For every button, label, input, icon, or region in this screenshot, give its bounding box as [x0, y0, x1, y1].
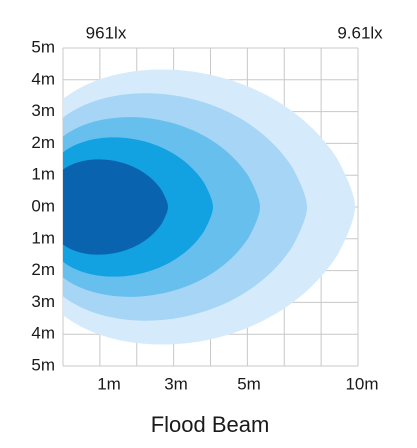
beam-contours — [63, 69, 355, 345]
y-label: 2m — [31, 260, 55, 279]
x-label: 10m — [345, 374, 378, 393]
y-labels: 5m 4m 3m 2m 1m 0m 1m 2m 3m 4m 5m — [31, 37, 55, 374]
beam-contour — [63, 159, 168, 255]
y-label: 3m — [31, 292, 55, 311]
y-label: 5m — [31, 37, 55, 56]
top-right-label: 9.61lx — [337, 23, 383, 42]
y-label: 2m — [31, 133, 55, 152]
y-label: 0m — [31, 196, 55, 215]
x-label: 5m — [237, 374, 261, 393]
x-label: 1m — [97, 374, 121, 393]
y-label: 4m — [31, 324, 55, 343]
y-label: 1m — [31, 165, 55, 184]
y-label: 4m — [31, 69, 55, 88]
y-label: 5m — [31, 355, 55, 374]
x-label: 3m — [164, 374, 188, 393]
top-left-label: 961lx — [86, 23, 127, 42]
y-label: 3m — [31, 101, 55, 120]
title: Flood Beam — [151, 412, 270, 437]
y-label: 1m — [31, 228, 55, 247]
